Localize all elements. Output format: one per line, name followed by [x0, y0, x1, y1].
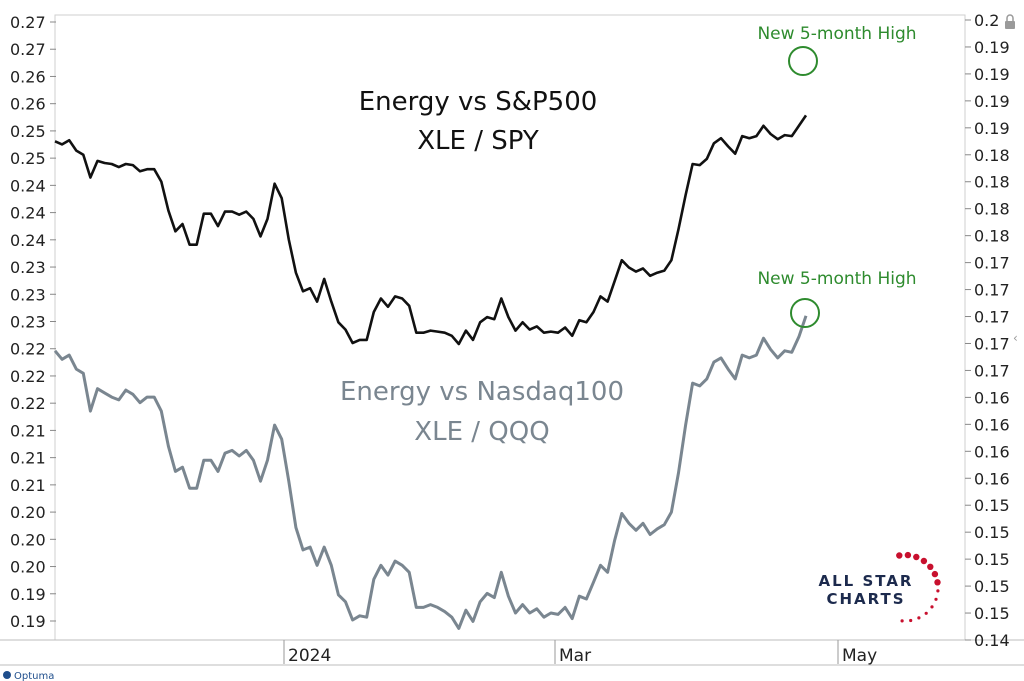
logo-line-2: CHARTS — [826, 590, 905, 608]
right-y-tick-label: 0.17 — [974, 281, 1010, 300]
left-y-tick-label: 0.23 — [10, 285, 46, 304]
right-y-tick-label: 0.15 — [974, 550, 1010, 569]
right-y-tick-label: 0.16 — [974, 442, 1010, 461]
logo-star — [920, 557, 928, 565]
x-tick-label: May — [842, 646, 877, 666]
left-y-tick-label: 0.24 — [10, 176, 46, 195]
logo-line-1: ALL STAR — [819, 572, 914, 590]
right-y-tick-label: 0.17 — [974, 254, 1010, 273]
left-y-tick-label: 0.24 — [10, 204, 46, 223]
right-y-tick-label: 0.19 — [974, 119, 1010, 138]
lock-icon[interactable] — [1005, 14, 1015, 29]
logo-star — [900, 619, 904, 623]
x-tick-label: Mar — [559, 646, 591, 666]
left-y-tick-label: 0.27 — [10, 40, 46, 59]
annotation-circle-2 — [790, 298, 820, 328]
logo-star — [904, 551, 912, 559]
left-y-tick-label: 0.21 — [10, 476, 46, 495]
left-y-axis: 0.27 0.27 0.26 0.26 0.25 0.25 0.24 0.24 0.24 0.23… — [10, 13, 56, 631]
series-layer — [53, 114, 808, 630]
logo-star — [896, 552, 903, 559]
annotation-circle-1 — [788, 46, 818, 76]
chart-title-2-line-1: Energy vs Nasdaq100 — [340, 377, 624, 407]
logo-star — [934, 597, 938, 601]
logo-star — [913, 553, 920, 561]
logo-star — [931, 570, 939, 578]
left-y-tick-label: 0.23 — [10, 258, 46, 277]
annotation-label-2: New 5-month High — [757, 269, 916, 289]
left-y-tick-label: 0.27 — [10, 13, 46, 32]
left-y-tick-label: 0.25 — [10, 122, 46, 141]
left-y-tick-label: 0.22 — [10, 394, 46, 413]
left-y-tick-label: 0.21 — [10, 449, 46, 468]
chart-title-1-line-2: XLE / SPY — [417, 126, 539, 156]
left-y-tick-label: 0.22 — [10, 340, 46, 359]
right-y-tick-label: 0.16 — [974, 415, 1010, 434]
chart-title-1-line-1: Energy vs S&P500 — [359, 87, 598, 117]
left-y-tick-label: 0.23 — [10, 313, 46, 332]
right-y-tick-label: 0.14 — [974, 631, 1010, 650]
right-y-tick-label: 0.19 — [974, 38, 1010, 57]
left-y-tick-label: 0.25 — [10, 149, 46, 168]
optuma-brand: Optuma — [3, 671, 54, 681]
x-tick-label: 2024 — [288, 646, 331, 666]
right-y-tick-label: 0.17 — [974, 308, 1010, 327]
right-y-tick-label: 0.18 — [974, 227, 1010, 246]
logo-star — [936, 589, 940, 593]
right-y-tick-label: 0.16 — [974, 469, 1010, 488]
series-xle-spy-line — [54, 114, 808, 346]
right-y-tick-label: 0.17 — [974, 361, 1010, 380]
right-y-tick-label: 0.15 — [974, 523, 1010, 542]
left-y-tick-label: 0.22 — [10, 367, 46, 386]
right-y-tick-label: 0.18 — [974, 173, 1010, 192]
right-y-axis: 0.2 0.19 0.19 0.19 0.19 0.18 0.18 0.18 0.18 0.17 0… — [965, 11, 1010, 650]
logo-star — [917, 616, 921, 620]
logo-stars — [896, 551, 941, 623]
left-y-tick-label: 0.19 — [10, 585, 46, 604]
brand-label: Optuma — [14, 671, 54, 681]
logo-star — [930, 605, 934, 609]
left-y-tick-label: 0.20 — [10, 503, 46, 522]
logo-star — [927, 563, 934, 570]
x-axis: 2024 Mar May — [283, 640, 877, 666]
right-y-tick-label: 0.17 — [974, 334, 1010, 353]
series-xle-qqq-line — [53, 315, 808, 630]
right-y-tick-label: 0.19 — [974, 92, 1010, 111]
left-y-tick-label: 0.26 — [10, 67, 46, 86]
annotation-label-1: New 5-month High — [757, 24, 916, 44]
left-y-tick-label: 0.19 — [10, 612, 46, 631]
logo-star — [934, 579, 941, 586]
right-y-tick-label: 0.18 — [974, 146, 1010, 165]
left-y-tick-label: 0.20 — [10, 558, 46, 577]
right-y-tick-label: 0.18 — [974, 200, 1010, 219]
logo-star — [924, 611, 928, 615]
right-y-tick-label: 0.15 — [974, 604, 1010, 623]
optuma-logo-icon — [3, 671, 11, 679]
left-y-tick-label: 0.20 — [10, 530, 46, 549]
right-y-tick-label: 0.15 — [974, 496, 1010, 515]
left-y-tick-label: 0.26 — [10, 95, 46, 114]
right-y-tick-label: 0.15 — [974, 577, 1010, 596]
chart-title-2-line-2: XLE / QQQ — [414, 417, 549, 447]
left-y-tick-label: 0.21 — [10, 421, 46, 440]
collapse-chevron-icon[interactable]: ‹ — [1013, 331, 1018, 345]
right-y-tick-label: 0.16 — [974, 388, 1010, 407]
all-star-charts-logo: ALL STAR CHARTS — [819, 551, 941, 623]
left-y-tick-label: 0.24 — [10, 231, 46, 250]
logo-star — [909, 618, 913, 623]
right-y-tick-label: 0.19 — [974, 65, 1010, 84]
right-y-tick-label: 0.2 — [974, 11, 999, 30]
